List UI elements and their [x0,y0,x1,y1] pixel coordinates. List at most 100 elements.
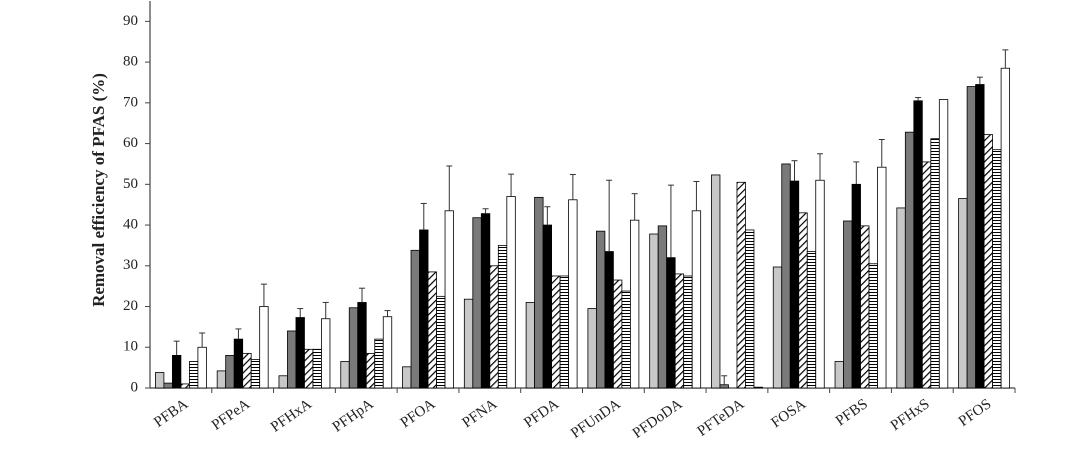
bar [497,245,508,389]
bar [233,338,244,389]
bar [683,275,693,389]
bar [781,163,791,389]
bar [180,383,190,389]
bar [621,290,631,389]
bar [357,302,367,389]
x-tick-label: PFOA [398,396,439,431]
error-bar [693,180,700,211]
error-bar [915,97,922,101]
bar [921,161,932,389]
bar [444,210,454,389]
bar [402,366,412,389]
bar [312,348,322,389]
error-bar [878,139,885,168]
y-tick-label: 60 [123,135,138,151]
error-bar [721,375,728,385]
error-bar [606,179,613,252]
bar [649,233,659,389]
x-tick-label: FOSA [768,396,809,431]
bar [427,271,437,389]
x-tick-label: PFHxA [268,396,315,436]
bar [629,219,640,389]
bar [506,196,516,389]
error-bar [173,340,180,356]
bar [691,210,702,389]
y-tick-label: 20 [123,298,138,314]
error-bar [420,202,427,230]
bar [463,298,474,389]
error-bar [508,173,515,197]
bar [612,279,623,389]
error-bar [817,153,823,181]
bar [851,183,861,389]
bar [983,134,994,389]
bar [365,352,376,389]
bar [259,306,269,389]
bar [587,308,597,389]
bar [295,317,305,389]
bar [604,251,614,389]
bar [489,265,499,389]
error-bar [667,184,674,258]
bar [745,229,755,389]
bar [410,249,420,389]
bar [163,382,173,389]
error-bar [631,193,638,221]
x-tick-label: PFOS [956,396,995,430]
bar [197,346,207,389]
error-bar [1002,49,1009,69]
bar [877,166,887,389]
y-tick-label: 90 [123,13,138,29]
bar [896,207,906,389]
bar [719,384,729,389]
error-bar [199,332,206,348]
bar [340,361,350,389]
bar [595,230,606,389]
bar [171,355,182,389]
bar [868,263,878,389]
bar [834,361,844,389]
bar [436,295,446,389]
bar [904,131,915,389]
y-tick-label: 10 [123,339,138,355]
bar [789,180,800,389]
error-bar [297,308,304,318]
y-tick-label: 40 [123,216,138,232]
bar [798,212,808,389]
x-tick-label: PFTeDA [695,396,748,440]
bar [382,316,393,389]
bar [992,149,1002,389]
error-bar [791,160,798,182]
error-bar [544,206,551,226]
bar [860,225,870,389]
bar [278,375,288,389]
x-tick-label: PFUnDA [568,396,624,442]
y-tick-label: 70 [123,94,138,110]
bar [913,100,923,389]
error-bar [569,174,576,200]
error-bar [235,328,242,340]
bar [938,99,949,389]
x-tick-label: PFDoDA [630,396,686,442]
bar [806,251,817,389]
bar [1000,67,1011,389]
bar [348,307,359,389]
error-bar [446,165,453,211]
bar [374,338,384,389]
bar [772,266,783,389]
bar [216,370,227,389]
bar [154,372,165,389]
bar [568,199,578,389]
y-tick-label: 0 [131,379,139,395]
bar [472,217,482,389]
error-bar [322,301,329,319]
bar [250,359,261,389]
x-tick-label: PFDA [521,396,562,431]
x-tick-label: PFNA [460,396,501,431]
bar [419,229,429,389]
bar [525,302,536,389]
error-bar [384,310,391,317]
bar [666,257,676,389]
bar [225,355,235,389]
